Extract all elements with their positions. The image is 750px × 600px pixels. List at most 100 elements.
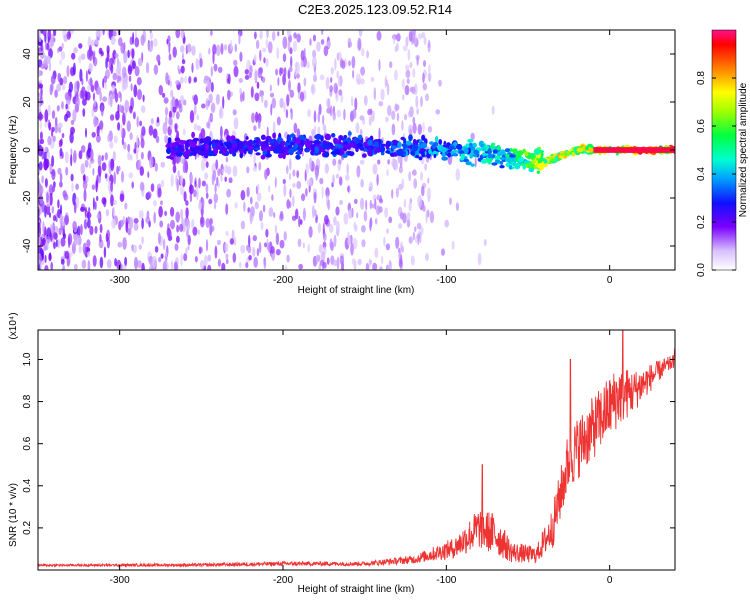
heatmap-cell (273, 150, 280, 154)
heatmap-cell (49, 212, 51, 218)
heatmap-cell (291, 215, 297, 221)
heatmap-cell (122, 237, 127, 250)
heatmap-cell (286, 94, 290, 107)
heatmap-cell (48, 165, 53, 173)
heatmap-cell (96, 213, 101, 220)
x-tick-label: 0 (607, 575, 613, 586)
heatmap-cell (160, 161, 166, 168)
heatmap-cell (193, 123, 198, 131)
heatmap-cell (216, 176, 219, 187)
heatmap-cell (82, 108, 86, 117)
heatmap-cell (56, 83, 61, 92)
heatmap-cell (293, 32, 297, 39)
heatmap-cell (367, 108, 372, 116)
heatmap-cell (74, 81, 78, 95)
heatmap-cell (292, 40, 298, 52)
heatmap-cell (117, 241, 123, 248)
heatmap-cell (275, 232, 280, 245)
heatmap-cell (170, 206, 175, 217)
heatmap-cell (51, 155, 55, 168)
heatmap-cell (178, 139, 185, 144)
heatmap-cell (114, 53, 119, 59)
heatmap-cell (399, 212, 404, 220)
heatmap-cell (51, 126, 55, 133)
heatmap-cell (368, 181, 373, 191)
heatmap-cell (496, 145, 501, 151)
heatmap-cell (118, 75, 122, 82)
heatmap-cell (374, 198, 377, 210)
heatmap-cell (88, 63, 93, 73)
heatmap-cell (277, 77, 280, 86)
heatmap-cell (174, 98, 180, 109)
heatmap-cell (226, 135, 232, 143)
heatmap-cell (247, 207, 251, 213)
heatmap-cell (357, 258, 362, 266)
heatmap-cell (283, 102, 286, 113)
heatmap-cell (96, 195, 99, 202)
heatmap-cell (63, 76, 68, 84)
heatmap-cell (264, 99, 268, 109)
heatmap-cell (38, 235, 41, 247)
heatmap-cell (139, 181, 145, 192)
heatmap-cell (210, 30, 213, 36)
heatmap-cell (295, 208, 299, 220)
heatmap-cell (271, 194, 274, 201)
heatmap-cell (412, 116, 416, 125)
heatmap-cell (64, 151, 69, 164)
heatmap-cell (264, 169, 268, 180)
heatmap-cell (401, 78, 405, 90)
heatmap-cell (39, 138, 45, 145)
top-x-axis: -300 -200 -100 0 (110, 30, 613, 286)
heatmap-cell (346, 137, 352, 144)
heatmap-cell (367, 139, 373, 146)
heatmap-cell (402, 94, 405, 101)
heatmap-cell (55, 239, 59, 248)
heatmap-cell (215, 145, 223, 150)
heatmap-cell (292, 182, 296, 188)
heatmap-cell (120, 123, 123, 137)
heatmap-cell (477, 252, 482, 266)
heatmap-cell (78, 245, 82, 254)
heatmap-cell (160, 253, 164, 259)
heatmap-cell (295, 138, 301, 145)
heatmap-cell (166, 38, 169, 45)
heatmap-cell (325, 187, 330, 198)
heatmap-cell (71, 52, 76, 60)
heatmap-cell (165, 115, 168, 126)
heatmap-cell (303, 140, 309, 144)
heatmap-cell (203, 78, 208, 84)
heatmap-cell (48, 48, 53, 59)
heatmap-cell (116, 60, 122, 74)
heatmap-cell (451, 240, 455, 250)
heatmap-cell (265, 228, 269, 238)
heatmap-cell (395, 236, 400, 249)
top-y-axis-label: Frequency (Hz) (8, 116, 19, 185)
heatmap-cell (95, 180, 98, 193)
heatmap-cell (416, 222, 422, 230)
heatmap-cell (138, 244, 142, 250)
heatmap-cell (473, 149, 480, 155)
heatmap-cell (46, 203, 51, 216)
heatmap-cell (420, 96, 423, 108)
heatmap-cell (76, 234, 81, 246)
y-tick-label: 20 (22, 96, 33, 108)
heatmap-cell (378, 198, 384, 204)
heatmap-cell (52, 215, 57, 222)
heatmap-cell (423, 60, 426, 67)
heatmap-cell (487, 148, 492, 155)
heatmap-cell (409, 106, 414, 118)
heatmap-cell (213, 202, 217, 210)
heatmap-cell (64, 92, 69, 101)
heatmap-cell (175, 141, 179, 147)
heatmap-cell (417, 123, 422, 135)
heatmap-cell (44, 121, 47, 128)
heatmap-cell (97, 86, 102, 95)
heatmap-cells (38, 30, 675, 270)
heatmap-cell (396, 149, 404, 157)
heatmap-cell (310, 83, 316, 96)
heatmap-cell (323, 45, 329, 57)
heatmap-cell (372, 262, 378, 270)
heatmap-cell (196, 188, 199, 201)
heatmap-cell (257, 119, 261, 129)
